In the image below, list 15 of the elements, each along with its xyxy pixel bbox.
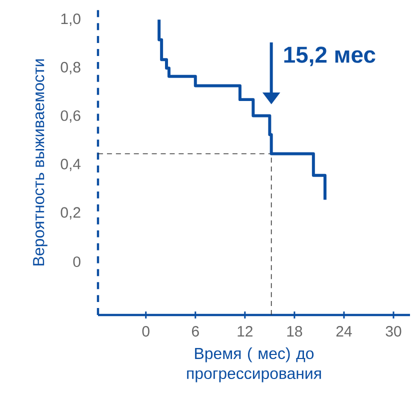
y-tick-label: 1,0	[61, 14, 80, 26]
y-tick-label: 0,2	[60, 207, 80, 220]
y-tick-label: 0	[73, 256, 80, 268]
x-tick-label: 6	[192, 326, 199, 337]
x-axis-title: Время ( мес) до прогрессирования	[187, 347, 321, 382]
annotation: 15,2 мес	[284, 46, 376, 66]
x-tick-label: 12	[238, 326, 252, 336]
y-axis-title: Вероятность выживаемости	[33, 59, 48, 266]
x-tick-label: 24	[336, 326, 352, 336]
y-tick-label: 0,8	[60, 62, 80, 74]
x-tick-label: 30	[386, 326, 402, 337]
y-tick-label: 0,4	[60, 158, 81, 172]
y-tick-label: 0,6	[60, 110, 80, 123]
x-tick-label: 0	[142, 326, 150, 337]
x-tick-label: 18	[287, 326, 302, 337]
